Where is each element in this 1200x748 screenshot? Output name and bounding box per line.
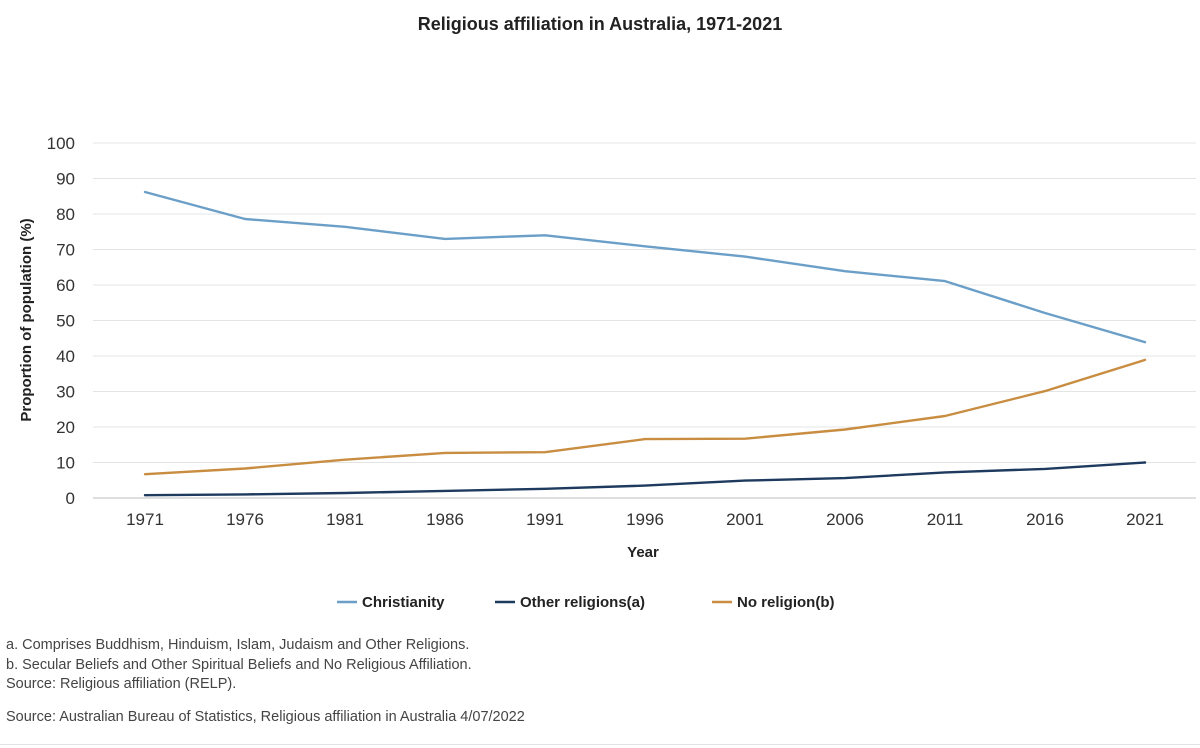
series-line-christianity <box>143 190 1147 344</box>
x-tick-label: 1976 <box>226 510 264 529</box>
x-tick-label: 2011 <box>927 510 964 529</box>
series-line-other-religions-a <box>143 461 1147 497</box>
y-tick-label: 50 <box>56 312 75 331</box>
x-tick-label: 2006 <box>826 510 864 529</box>
y-tick-label: 40 <box>56 347 75 366</box>
x-tick-label: 1981 <box>326 510 364 529</box>
x-tick-label: 1986 <box>426 510 464 529</box>
chart-notes: a. Comprises Buddhism, Hinduism, Islam, … <box>6 636 472 695</box>
x-tick-label: 1971 <box>126 510 164 529</box>
divider <box>0 744 1200 745</box>
note-a: a. Comprises Buddhism, Hinduism, Islam, … <box>6 637 470 653</box>
x-tick-label: 2001 <box>726 510 764 529</box>
y-tick-label: 100 <box>47 134 75 153</box>
y-tick-label: 0 <box>66 489 75 508</box>
series-line-no-religion-b <box>143 358 1147 476</box>
note-source: Source: Religious affiliation (RELP). <box>6 676 237 692</box>
line-chart: Religious affiliation in Australia, 1971… <box>18 14 1196 611</box>
legend-label: No religion(b) <box>737 594 835 611</box>
y-tick-label: 20 <box>56 418 75 437</box>
note-b: b. Secular Beliefs and Other Spiritual B… <box>6 656 472 673</box>
x-axis-title: Year <box>627 544 659 561</box>
legend-label: Christianity <box>362 594 445 611</box>
y-axis-title: Proportion of population (%) <box>18 218 35 421</box>
x-tick-label: 1996 <box>626 510 664 529</box>
x-tick-label: 2021 <box>1126 510 1164 529</box>
y-tick-label: 90 <box>56 170 75 189</box>
source-attribution: Source: Australian Bureau of Statistics,… <box>6 709 525 725</box>
y-tick-label: 70 <box>56 241 75 260</box>
y-tick-label: 10 <box>56 454 75 473</box>
chart-title: Religious affiliation in Australia, 1971… <box>418 14 782 34</box>
y-tick-label: 60 <box>56 276 75 295</box>
y-tick-label: 30 <box>56 383 75 402</box>
x-tick-label: 1991 <box>526 510 564 529</box>
y-tick-label: 80 <box>56 205 75 224</box>
legend-label: Other religions(a) <box>520 594 645 611</box>
x-tick-label: 2016 <box>1026 510 1064 529</box>
